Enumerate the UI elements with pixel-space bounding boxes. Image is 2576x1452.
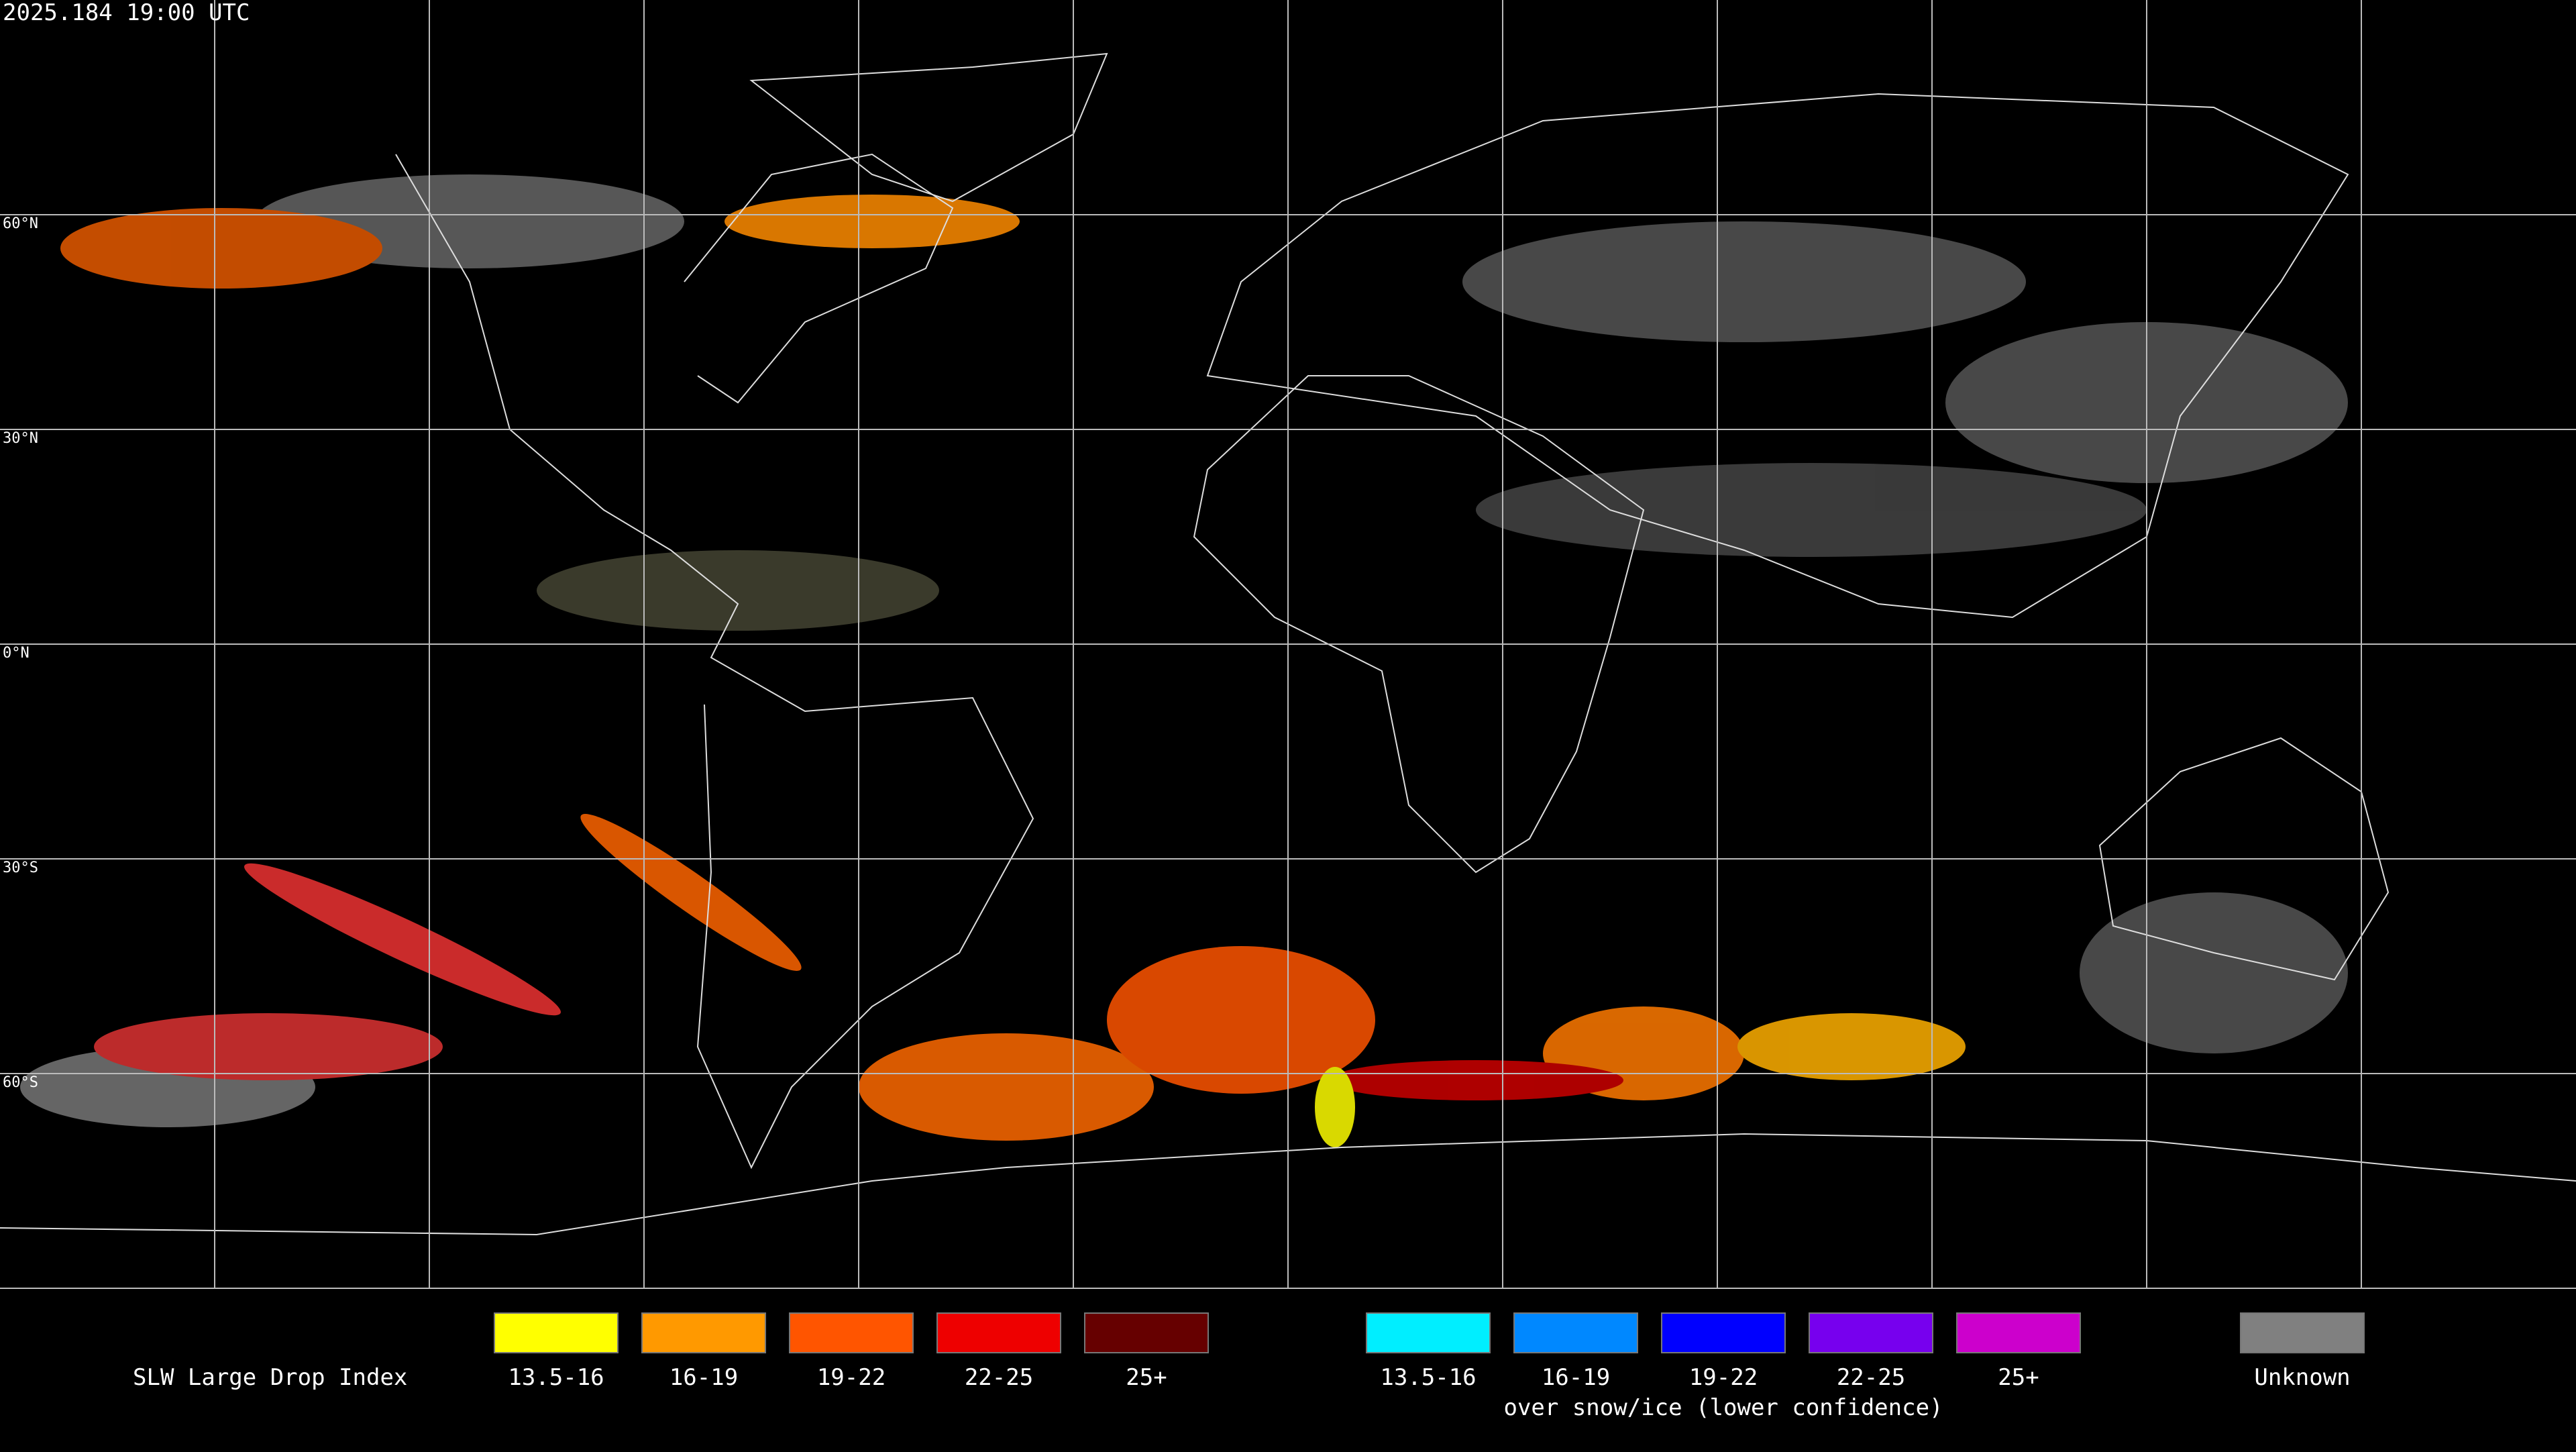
latitude-label: 0°N [3, 645, 30, 662]
legend-subtitle: over snow/ice (lower confidence) [1503, 1394, 1943, 1421]
cloud-blob [1107, 946, 1375, 1094]
legend: SLW Large Drop Index 13.5-16 16-19 19-22 22… [133, 1312, 2365, 1421]
cloud-blob [244, 863, 561, 1016]
latitude-label: 30°S [3, 860, 38, 876]
legend-label: 16-19 [1542, 1364, 1610, 1391]
cloud-blob [1315, 1067, 1355, 1147]
legend-swatch [1661, 1312, 1786, 1353]
coastline [1206, 93, 2349, 619]
cloud-blob [724, 195, 1020, 248]
latitude-label: 60°N [3, 215, 38, 232]
timestamp: 2025.184 19:00 UTC [3, 0, 250, 26]
latitude-label: 60°S [3, 1074, 38, 1091]
legend-swatch [1366, 1312, 1491, 1353]
legend-label: 25+ [1126, 1364, 1167, 1391]
legend-swatch [1513, 1312, 1638, 1353]
legend-label: 25+ [1998, 1364, 2039, 1391]
legend-swatch [1084, 1312, 1209, 1353]
legend-swatch [641, 1312, 766, 1353]
legend-swatch [789, 1312, 914, 1353]
legend-swatch [494, 1312, 619, 1353]
legend-label: Unknown [2254, 1364, 2350, 1391]
legend-swatch [2240, 1312, 2365, 1353]
coastline [1193, 375, 1645, 874]
legend-label: 22-25 [965, 1364, 1033, 1391]
legend-label: 16-19 [669, 1364, 738, 1391]
cloud-blob [1476, 463, 2147, 557]
latitude-label: 30°N [3, 430, 38, 447]
cloud-blob [94, 1013, 443, 1080]
coastlines [0, 52, 2576, 1236]
cloud-blob [859, 1033, 1154, 1141]
legend-swatch [936, 1312, 1061, 1353]
cloud-blob [60, 208, 382, 289]
cloud-blob [2080, 892, 2348, 1053]
coastline [395, 154, 1034, 1170]
legend-swatch [1956, 1312, 2081, 1353]
legend-label: 22-25 [1837, 1364, 1905, 1391]
cloud-blob [1328, 1060, 1623, 1100]
legend-title: SLW Large Drop Index [133, 1364, 407, 1391]
cloud-blob [1737, 1013, 1966, 1080]
legend-swatch [1809, 1312, 1933, 1353]
coastline [0, 1133, 2576, 1236]
legend-label: 19-22 [1689, 1364, 1758, 1391]
graticule: 60°N 30°N 0°N 30°S 60°S [0, 0, 2576, 1289]
cloud-blob [580, 814, 802, 971]
coastline [684, 153, 954, 404]
legend-label: 13.5-16 [508, 1364, 604, 1391]
legend-label: 19-22 [817, 1364, 885, 1391]
cloud-blob [1462, 221, 2026, 342]
legend-label: 13.5-16 [1380, 1364, 1476, 1391]
cloud-blob [537, 550, 939, 631]
